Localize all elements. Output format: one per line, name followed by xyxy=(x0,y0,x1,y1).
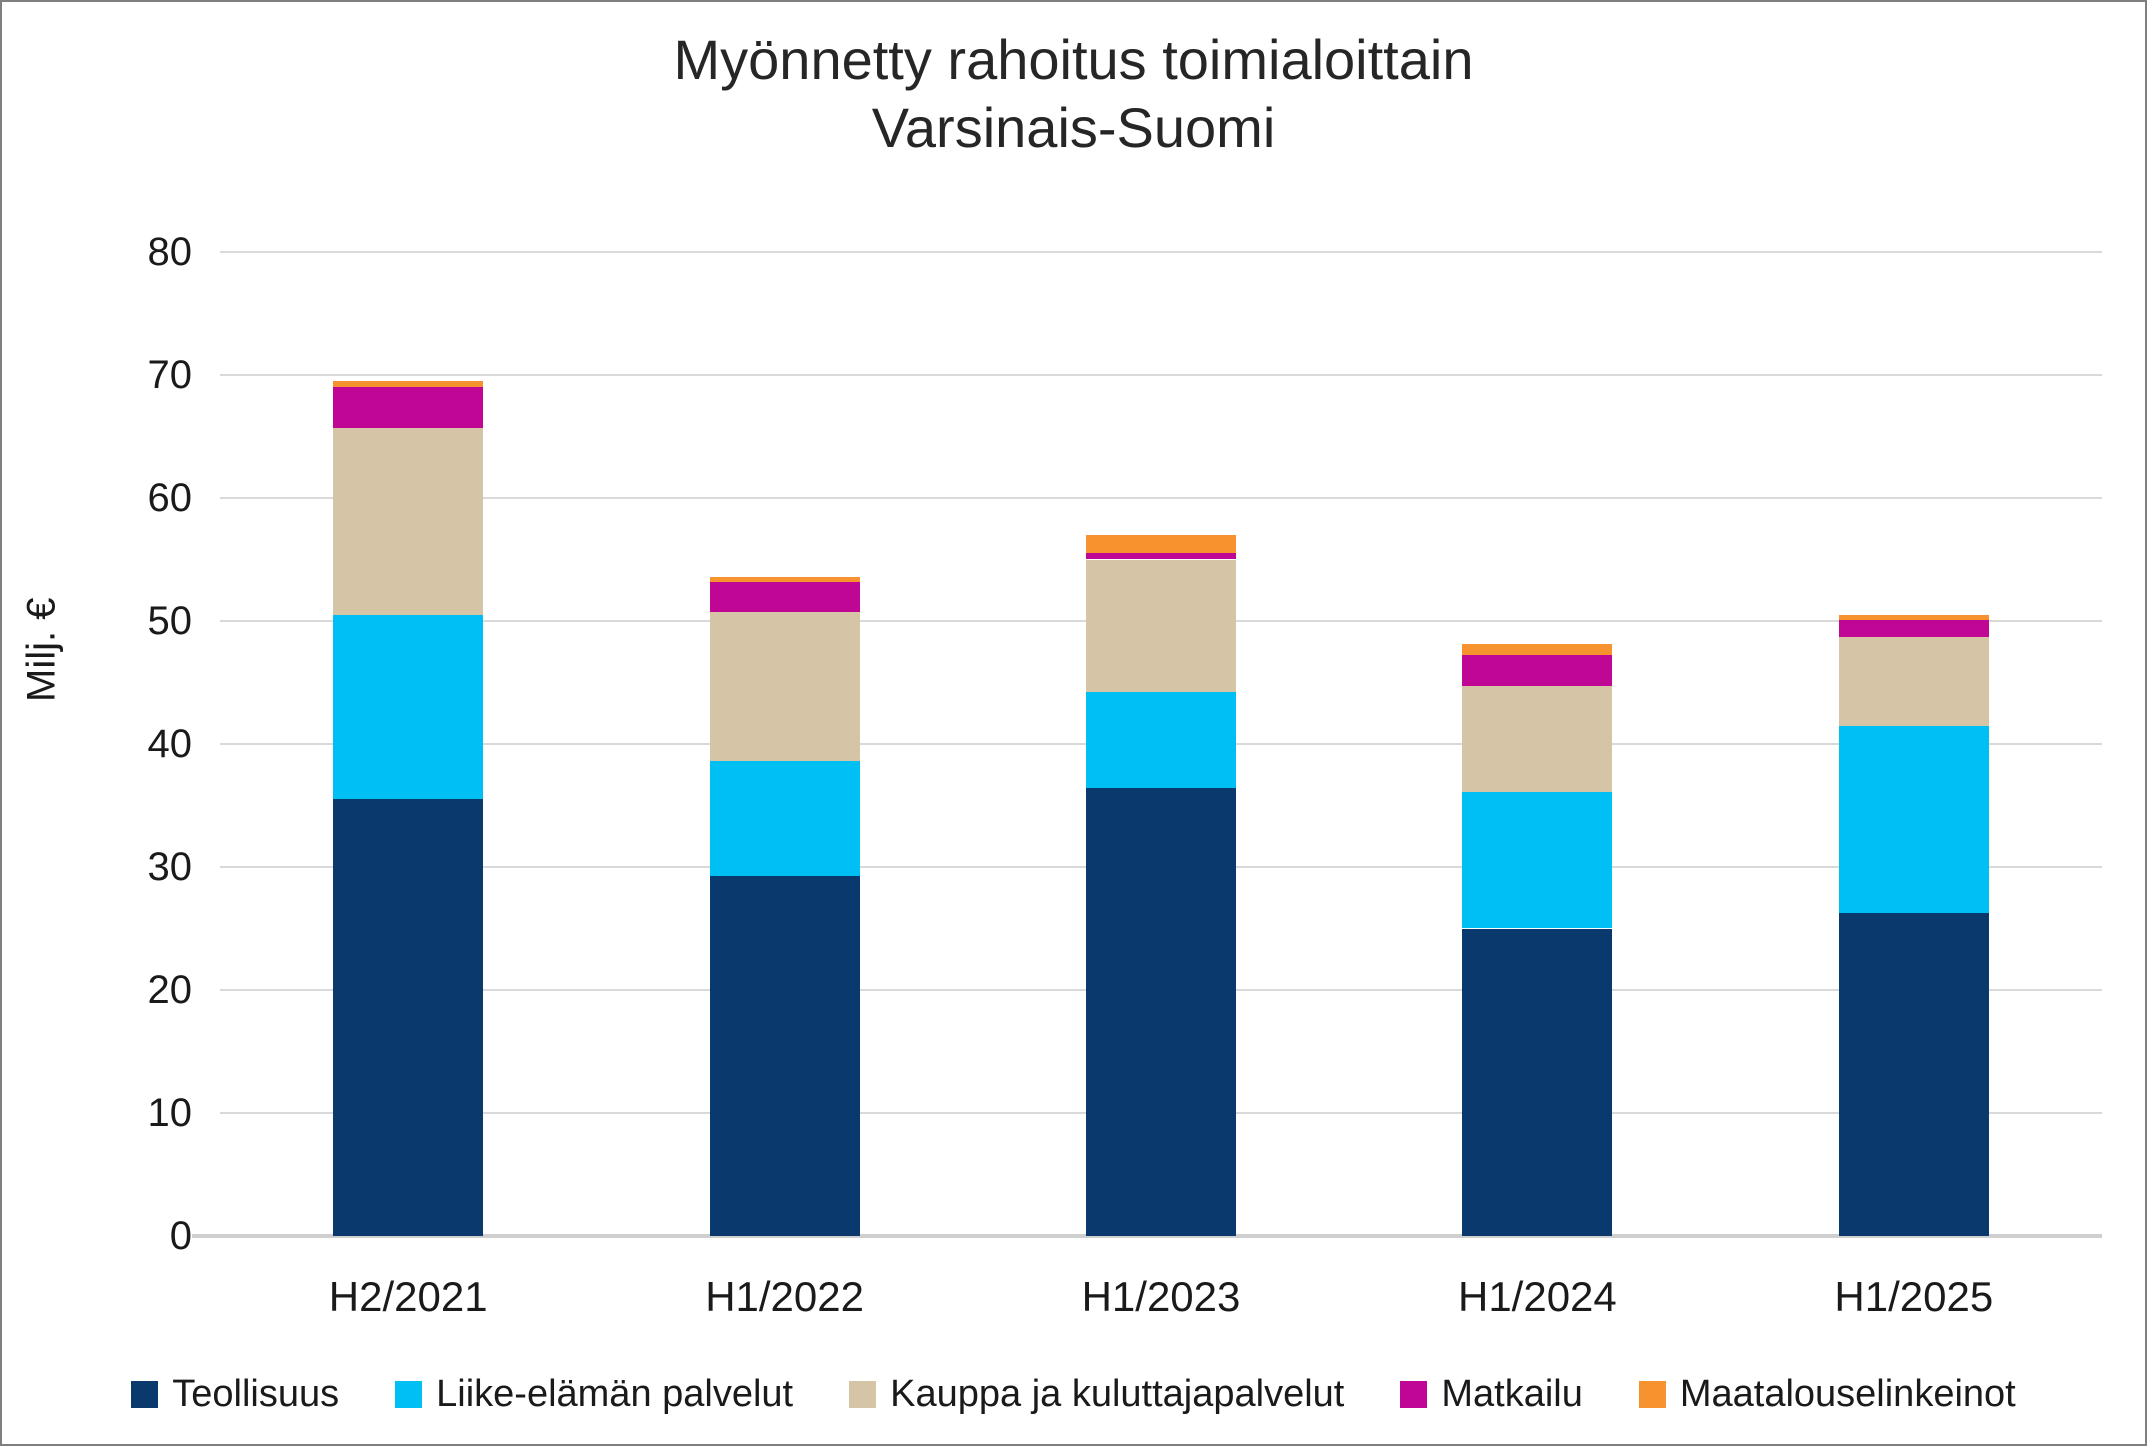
y-tick-label-30: 30 xyxy=(147,845,193,889)
bar-segment-h1-2022-matkailu xyxy=(709,581,860,613)
bar-segment-h1-2022-liike-el-m-n-palvelut xyxy=(709,761,860,876)
x-tick-label-h1-2025: H1/2025 xyxy=(1834,1273,1994,1320)
bar-segment-h1-2025-matkailu xyxy=(1838,619,1989,637)
y-tick-label-60: 60 xyxy=(147,476,193,520)
bar-segment-h2-2021-kauppa-ja-kuluttajapalvelut xyxy=(333,427,484,615)
legend-item-liike-el-m-n-palvelut: Liike-elämän palvelut xyxy=(395,1373,793,1416)
bar-segment-h1-2025-maatalouselinkeinot xyxy=(1838,614,1989,620)
bar-segment-h1-2024-liike-el-m-n-palvelut xyxy=(1462,791,1613,929)
gridline-80 xyxy=(220,251,2102,253)
legend-swatch-icon xyxy=(395,1381,423,1408)
bar-segment-h1-2023-teollisuus xyxy=(1086,788,1236,1236)
legend: Teollisuus Liike-elämän palvelut Kauppa ja… xyxy=(2,1373,2145,1416)
bar-segment-h1-2023-maatalouselinkeinot xyxy=(1086,534,1236,554)
bar-segment-h1-2024-matkailu xyxy=(1462,655,1613,687)
chart-title: Myönnetty rahoitus toimialoittain Varsin… xyxy=(2,26,2145,162)
bar-segment-h1-2023-liike-el-m-n-palvelut xyxy=(1086,692,1236,789)
bar-segment-h1-2024-kauppa-ja-kuluttajapalvelut xyxy=(1462,686,1613,792)
legend-swatch-icon xyxy=(849,1381,877,1408)
x-tick-label-h2-2021: H2/2021 xyxy=(328,1273,488,1320)
x-tick-label-h1-2024: H1/2024 xyxy=(1457,1273,1617,1320)
legend-item-teollisuus: Teollisuus xyxy=(131,1373,339,1416)
gridline-70 xyxy=(220,374,2102,376)
bar-segment-h1-2024-teollisuus xyxy=(1462,928,1613,1236)
x-tick-label-h1-2023: H1/2023 xyxy=(1081,1273,1241,1320)
legend-swatch-icon xyxy=(1638,1381,1666,1408)
x-axis-line xyxy=(192,1234,2102,1238)
bar-segment-h1-2022-kauppa-ja-kuluttajapalvelut xyxy=(709,612,860,762)
y-tick-label-40: 40 xyxy=(147,722,193,766)
bar-segment-h2-2021-maatalouselinkeinot xyxy=(333,381,484,388)
bar-segment-h1-2025-teollisuus xyxy=(1838,912,1989,1236)
bar-segment-h1-2024-maatalouselinkeinot xyxy=(1462,644,1613,656)
bar-segment-h2-2021-teollisuus xyxy=(333,799,484,1236)
legend-item-maatalouselinkeinot: Maatalouselinkeinot xyxy=(1638,1373,2016,1416)
bar-segment-h1-2025-kauppa-ja-kuluttajapalvelut xyxy=(1838,636,1989,726)
bar-segment-h1-2023-matkailu xyxy=(1086,553,1236,560)
y-tick-label-0: 0 xyxy=(169,1214,192,1258)
legend-swatch-icon xyxy=(131,1381,159,1408)
chart-title-line2: Varsinais-Suomi xyxy=(871,96,1276,159)
legend-label: Matkailu xyxy=(1441,1373,1583,1415)
y-tick-label-20: 20 xyxy=(147,968,193,1012)
legend-item-kauppa-ja-kuluttajapalvelut: Kauppa ja kuluttajapalvelut xyxy=(849,1373,1344,1416)
bar-segment-h1-2025-liike-el-m-n-palvelut xyxy=(1838,725,1989,913)
bar-segment-h2-2021-liike-el-m-n-palvelut xyxy=(333,614,484,800)
bar-segment-h1-2023-kauppa-ja-kuluttajapalvelut xyxy=(1086,559,1236,693)
x-tick-label-h1-2022: H1/2022 xyxy=(705,1273,864,1320)
y-tick-label-10: 10 xyxy=(147,1091,193,1135)
bar-segment-h1-2022-teollisuus xyxy=(709,875,860,1236)
legend-item-matkailu: Matkailu xyxy=(1400,1373,1583,1416)
y-tick-label-70: 70 xyxy=(147,353,193,397)
chart-title-line1: Myönnetty rahoitus toimialoittain xyxy=(673,28,1474,91)
legend-swatch-icon xyxy=(1400,1381,1428,1408)
legend-label: Kauppa ja kuluttajapalvelut xyxy=(890,1373,1345,1415)
y-tick-label-50: 50 xyxy=(147,599,193,643)
bar-segment-h1-2022-maatalouselinkeinot xyxy=(709,576,860,582)
y-tick-label-80: 80 xyxy=(147,230,193,274)
legend-label: Maatalouselinkeinot xyxy=(1679,1373,2016,1415)
y-axis-title-text: Milj. € xyxy=(19,597,64,702)
bar-segment-h2-2021-matkailu xyxy=(333,387,484,428)
legend-label: Liike-elämän palvelut xyxy=(436,1373,794,1415)
legend-label: Teollisuus xyxy=(172,1373,340,1415)
gridline-60 xyxy=(220,497,2102,499)
